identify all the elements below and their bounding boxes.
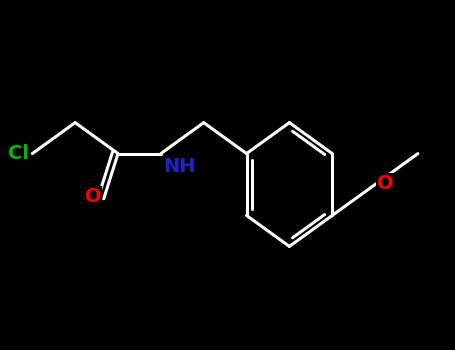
Text: Cl: Cl (8, 144, 29, 163)
Text: O: O (378, 174, 394, 193)
Text: O: O (85, 187, 101, 206)
Text: NH: NH (163, 158, 196, 176)
